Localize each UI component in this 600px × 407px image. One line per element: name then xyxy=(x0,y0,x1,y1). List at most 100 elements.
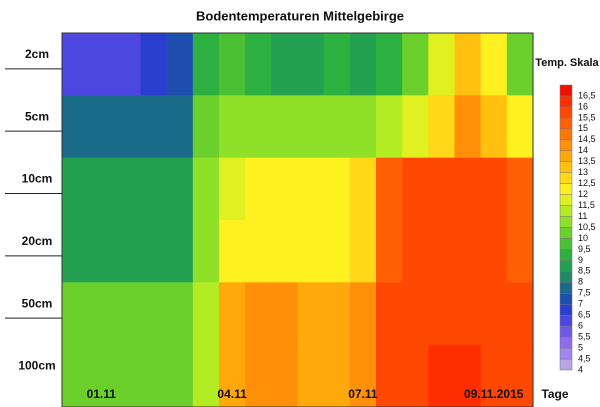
heat-cell xyxy=(349,157,377,221)
colorbar-tick-label: 9,5 xyxy=(578,244,591,254)
heat-cell xyxy=(349,344,377,407)
heat-cell xyxy=(245,157,272,221)
heat-cell xyxy=(140,344,168,407)
heat-cell xyxy=(114,220,142,283)
x-tick-label: 01.11 xyxy=(87,387,117,401)
heat-cell xyxy=(480,282,508,346)
heat-cell xyxy=(480,344,508,407)
heat-cell xyxy=(454,344,482,407)
heat-cell xyxy=(140,157,168,221)
heat-cell xyxy=(349,33,377,96)
heat-cell xyxy=(245,282,272,346)
colorbar-box xyxy=(559,293,573,305)
colorbar-box xyxy=(559,303,573,316)
heat-cell xyxy=(219,33,246,96)
heat-cell xyxy=(271,33,299,96)
heat-cell xyxy=(192,33,220,96)
colorbar-tick-label: 8 xyxy=(578,277,583,287)
heat-cell xyxy=(323,282,351,346)
heat-cell xyxy=(140,282,168,346)
heat-cell xyxy=(62,33,89,96)
heat-cell xyxy=(297,220,325,283)
colorbar-box xyxy=(559,205,573,217)
heat-cell xyxy=(506,282,534,346)
heat-cell xyxy=(114,282,142,346)
heat-cell xyxy=(454,157,482,221)
colorbar-box xyxy=(559,150,573,162)
colorbar-box xyxy=(559,271,573,283)
heat-cell xyxy=(245,95,272,159)
heat-cell xyxy=(192,282,220,346)
heat-cell xyxy=(297,282,325,346)
heat-cell xyxy=(192,95,220,159)
heat-cell xyxy=(245,220,272,283)
heat-cell xyxy=(166,157,194,221)
colorbar-box xyxy=(559,238,573,250)
heat-cell xyxy=(88,33,115,96)
heat-cell xyxy=(245,33,272,96)
heat-cell xyxy=(428,95,456,159)
heat-cell xyxy=(349,220,377,283)
x-axis-label: Tage xyxy=(541,387,568,401)
heat-cell xyxy=(454,220,482,283)
heat-cell xyxy=(219,157,246,221)
colorbar-box xyxy=(559,172,573,184)
heat-cell xyxy=(192,157,220,221)
colorbar-box xyxy=(559,325,573,338)
heat-cell xyxy=(245,344,272,407)
y-tick-label: 5cm xyxy=(25,109,49,123)
heat-cell xyxy=(271,282,299,346)
heat-cell xyxy=(402,282,429,346)
heat-cell xyxy=(323,95,351,159)
heat-cell xyxy=(62,344,89,407)
colorbar-box xyxy=(559,95,573,108)
heat-cell xyxy=(297,33,325,96)
heat-cell xyxy=(192,220,220,283)
heat-cell xyxy=(402,344,429,407)
heat-cell xyxy=(140,220,168,283)
heat-cell xyxy=(454,282,482,346)
heat-cell xyxy=(271,220,299,283)
heat-cell xyxy=(271,157,299,221)
colorbar-tick-label: 7 xyxy=(578,299,583,309)
colorbar-tick-label: 9 xyxy=(578,255,583,265)
heat-cell xyxy=(323,157,351,221)
heat-cell xyxy=(323,220,351,283)
heat-cell xyxy=(166,282,194,346)
colorbar-box xyxy=(559,128,573,141)
colorbar-tick-label: 6 xyxy=(578,321,583,331)
colorbar-box xyxy=(559,139,573,152)
heat-cell xyxy=(480,33,508,96)
colorbar-tick-label: 12,5 xyxy=(578,178,596,188)
heat-cell xyxy=(506,157,534,221)
colorbar-box xyxy=(559,336,573,349)
heat-cell xyxy=(402,95,429,159)
colorbar-box xyxy=(559,227,573,239)
heat-cell xyxy=(376,33,403,96)
y-tick-label: 2cm xyxy=(25,47,49,61)
colorbar-box xyxy=(559,260,573,272)
colorbar-tick-label: 11,5 xyxy=(578,200,595,210)
colorbar-box xyxy=(559,216,573,228)
colorbar-box xyxy=(559,161,573,173)
colorbar-box xyxy=(559,84,573,97)
heat-cell xyxy=(114,33,142,96)
heat-cell xyxy=(166,344,194,407)
colorbar-box xyxy=(559,249,573,261)
heat-cell xyxy=(297,95,325,159)
heat-cell xyxy=(140,95,168,159)
heat-cell xyxy=(349,95,377,159)
colorbar-box xyxy=(559,347,573,360)
heat-cell xyxy=(192,344,220,407)
colorbar-tick-label: 5,5 xyxy=(578,331,591,341)
colorbar-title: Temp. Skala xyxy=(535,57,599,69)
heat-cell xyxy=(376,344,403,407)
colorbar-tick-label: 14 xyxy=(578,145,588,155)
heat-cell xyxy=(62,157,89,221)
plot-frame xyxy=(61,32,534,407)
heat-cell xyxy=(428,33,456,96)
colorbar-tick-label: 16,5 xyxy=(578,90,596,100)
heat-cell xyxy=(62,95,89,159)
colorbar-box xyxy=(559,314,573,327)
